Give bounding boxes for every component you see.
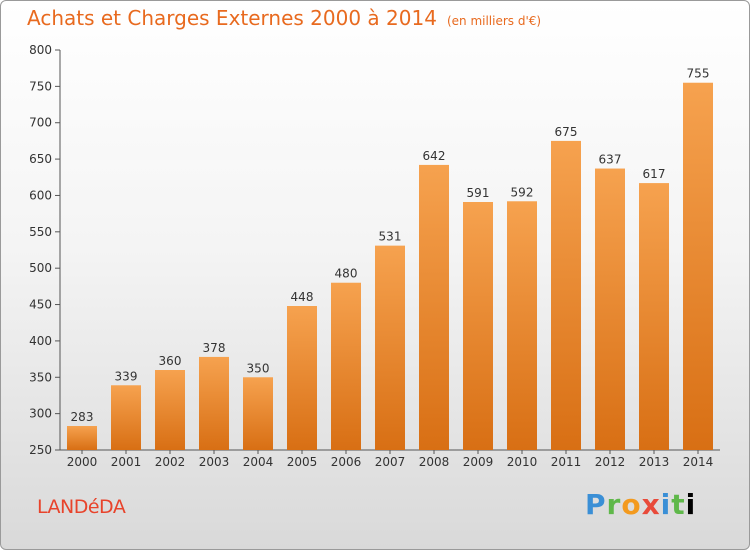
bar-2014 xyxy=(683,82,713,451)
bar-2010 xyxy=(507,201,537,450)
bar-value-label: 675 xyxy=(555,125,578,139)
bar-value-label: 350 xyxy=(247,361,270,375)
bar-value-label: 617 xyxy=(643,167,666,181)
bar-2001 xyxy=(111,385,141,450)
bar-2002 xyxy=(155,370,185,450)
bar-2006 xyxy=(331,282,361,450)
bar-value-label: 755 xyxy=(687,67,710,81)
x-tick-label: 2004 xyxy=(243,455,274,469)
x-tick-label: 2013 xyxy=(639,455,670,469)
x-tick-label: 2010 xyxy=(507,455,538,469)
x-tick-label: 2011 xyxy=(551,455,582,469)
chart-title-text: Achats et Charges Externes 2000 à 2014 xyxy=(27,6,437,30)
y-tick-label: 350 xyxy=(29,370,52,384)
y-tick-label: 750 xyxy=(29,79,52,93)
y-tick-label: 250 xyxy=(29,443,52,457)
x-tick-label: 2012 xyxy=(595,455,626,469)
y-tick-label: 400 xyxy=(29,334,52,348)
bar-value-label: 637 xyxy=(599,153,622,167)
bar-value-label: 531 xyxy=(379,230,402,244)
y-tick-label: 550 xyxy=(29,225,52,239)
city-name: LANDéDA xyxy=(37,496,126,518)
x-tick-label: 2009 xyxy=(463,455,494,469)
x-tick-label: 2006 xyxy=(331,455,362,469)
y-tick-label: 300 xyxy=(29,407,52,421)
y-tick-label: 600 xyxy=(29,188,52,202)
bar-2011 xyxy=(551,140,581,450)
bar-value-label: 592 xyxy=(511,185,534,199)
bar-2004 xyxy=(243,377,273,450)
y-tick-label: 450 xyxy=(29,298,52,312)
x-tick-label: 2014 xyxy=(683,455,714,469)
y-tick-label: 500 xyxy=(29,261,52,275)
bar-2000 xyxy=(67,426,97,450)
bar-2013 xyxy=(639,183,669,450)
bar-value-label: 448 xyxy=(291,290,314,304)
bar-value-label: 360 xyxy=(159,354,182,368)
bar-2003 xyxy=(199,356,229,450)
x-tick-label: 2005 xyxy=(287,455,318,469)
bar-value-label: 339 xyxy=(115,369,138,383)
bar-2005 xyxy=(287,306,317,450)
x-tick-label: 2003 xyxy=(199,455,230,469)
x-tick-label: 2008 xyxy=(419,455,450,469)
bar-2007 xyxy=(375,245,405,450)
bar-2008 xyxy=(419,164,449,450)
bar-value-label: 378 xyxy=(203,341,226,355)
bar-value-label: 480 xyxy=(335,267,358,281)
y-tick-label: 700 xyxy=(29,116,52,130)
bar-2009 xyxy=(463,202,493,450)
y-tick-label: 800 xyxy=(29,43,52,57)
x-tick-label: 2007 xyxy=(375,455,406,469)
x-tick-label: 2002 xyxy=(155,455,186,469)
bar-2012 xyxy=(595,168,625,450)
x-tick-label: 2001 xyxy=(111,455,142,469)
chart-title: Achats et Charges Externes 2000 à 2014 (e… xyxy=(27,6,541,30)
y-tick-label: 650 xyxy=(29,152,52,166)
proxiti-logo: Proxiti xyxy=(585,488,697,521)
chart-subtitle: (en milliers d'€) xyxy=(446,14,542,28)
x-tick-label: 2000 xyxy=(67,455,98,469)
bar-value-label: 283 xyxy=(71,410,94,424)
bar-value-label: 591 xyxy=(467,186,490,200)
bar-value-label: 642 xyxy=(423,149,446,163)
